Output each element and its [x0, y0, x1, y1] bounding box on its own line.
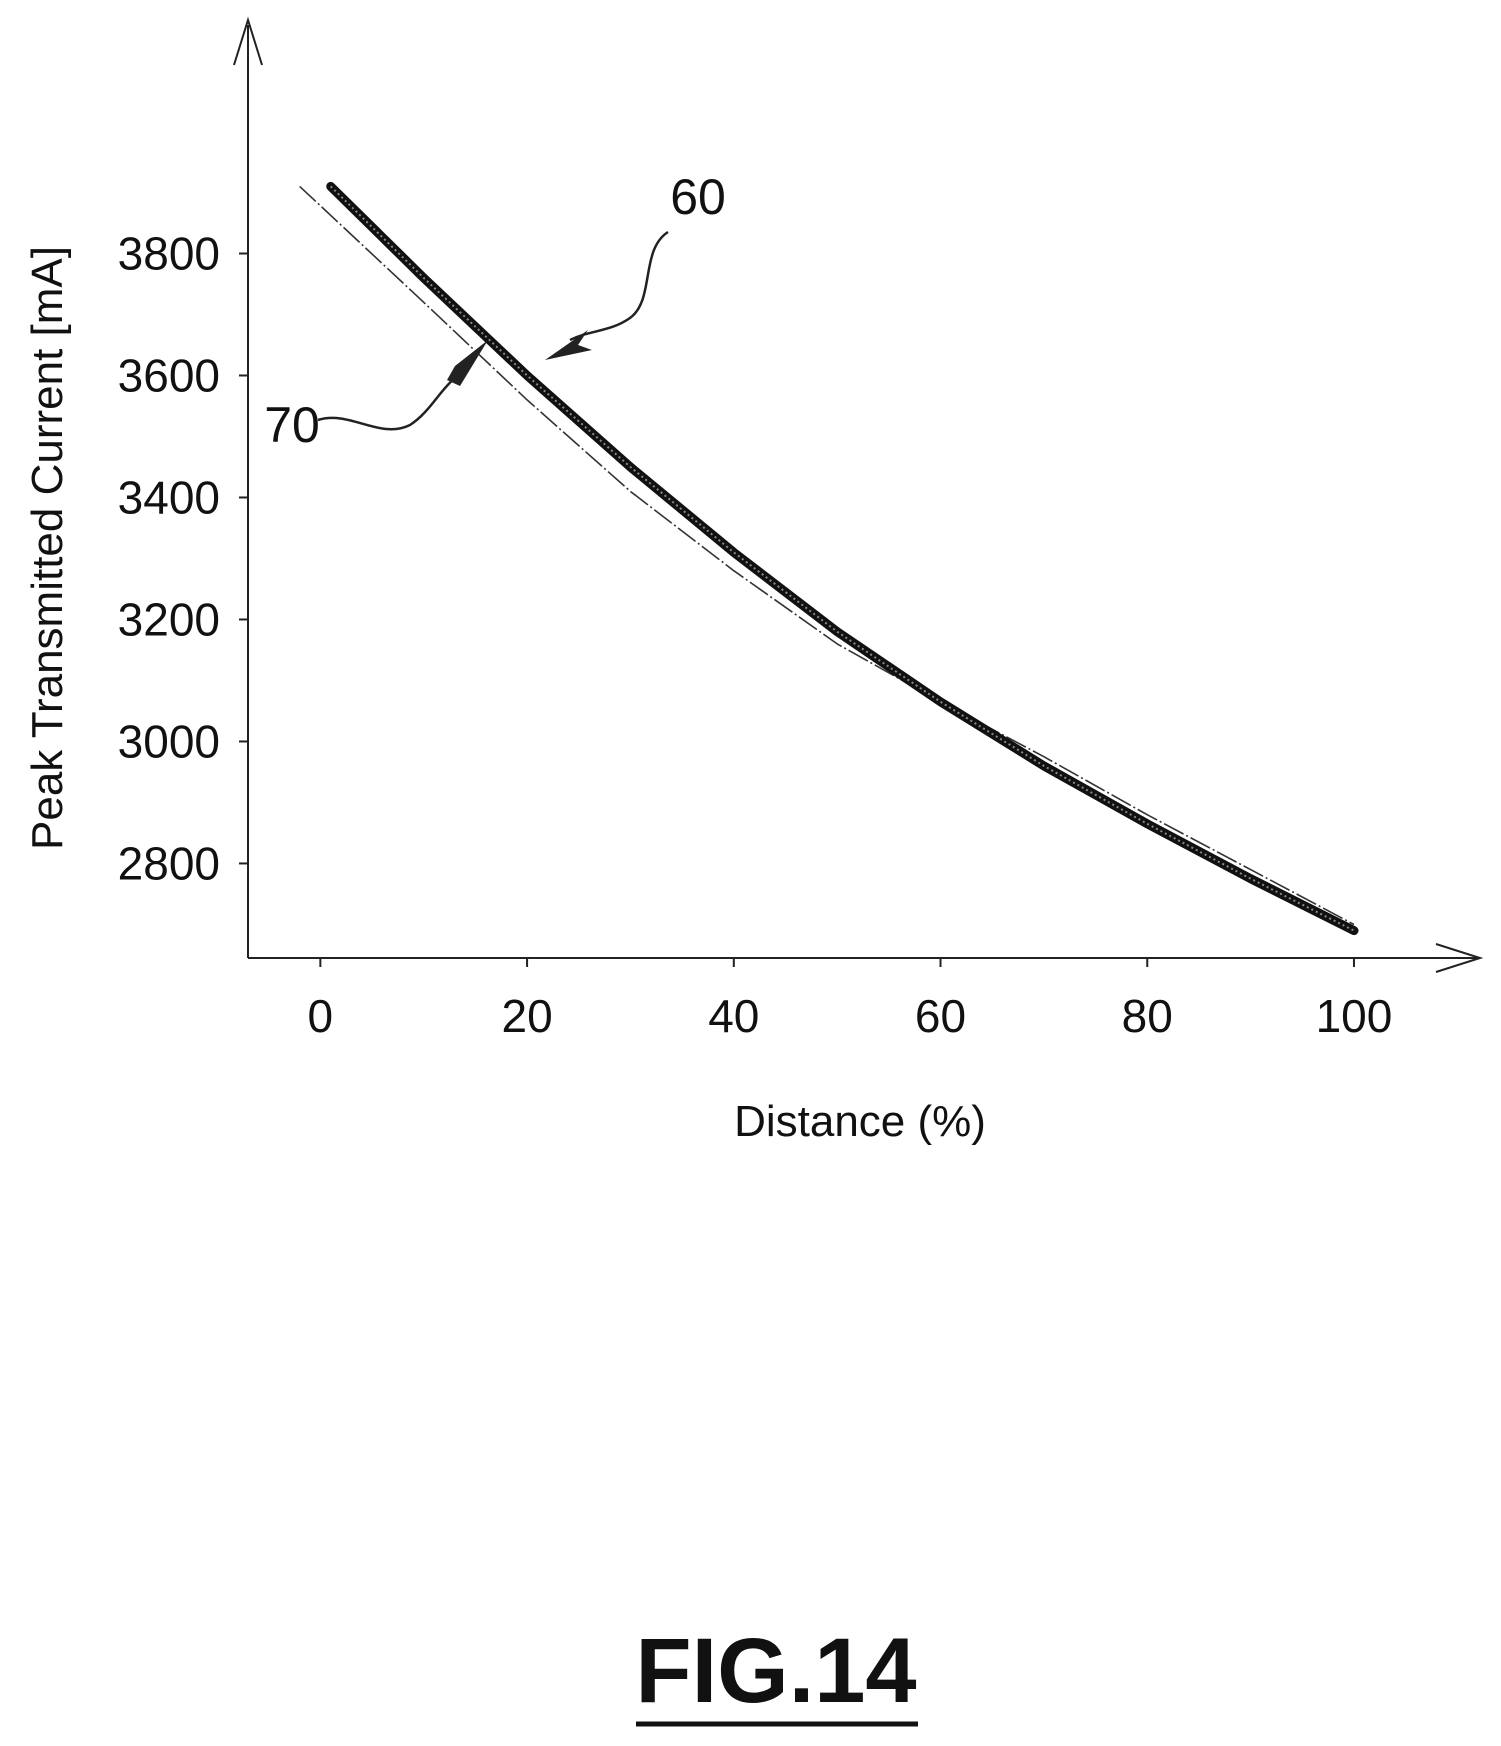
y-tick-label: 2800	[118, 837, 220, 889]
y-tick-label: 3400	[118, 471, 220, 523]
axes	[233, 16, 1484, 973]
callout-60: 60	[545, 169, 726, 360]
x-axis-title: Distance (%)	[734, 1097, 986, 1146]
x-axis-arrowhead	[1435, 943, 1484, 973]
y-tick-label: 3000	[118, 715, 220, 767]
callout-60-arrowhead	[545, 330, 592, 360]
callout-70-label: 70	[264, 397, 320, 453]
series-60-line-texture	[329, 185, 1355, 932]
series-70-line	[299, 185, 1355, 926]
callout-60-leader	[569, 230, 669, 342]
x-tick-label: 20	[501, 990, 552, 1042]
y-axis-title: Peak Transmitted Current [mA]	[23, 246, 72, 850]
x-tick-label: 40	[708, 990, 759, 1042]
x-tick-label: 0	[308, 990, 334, 1042]
x-tick-label: 60	[915, 990, 966, 1042]
callout-70-arrowhead	[447, 340, 488, 386]
callout-60-label: 60	[670, 169, 726, 225]
series-layer	[299, 181, 1359, 936]
y-tick-label: 3800	[118, 227, 220, 279]
callout-70-leader	[317, 377, 456, 431]
x-tick-label: 80	[1122, 990, 1173, 1042]
x-tick-label: 100	[1316, 990, 1393, 1042]
y-axis-arrowhead	[233, 16, 263, 66]
callout-70: 70	[264, 340, 488, 453]
tick-marks	[239, 252, 1355, 967]
series-60-line	[326, 181, 1359, 936]
tick-labels: 0 20 40 60 80 100 2800 3000 3200 3400 3600 3800	[118, 227, 1393, 1042]
y-tick-label: 3600	[118, 349, 220, 401]
figure-label: FIG.14	[635, 1620, 916, 1722]
y-tick-label: 3200	[118, 593, 220, 645]
